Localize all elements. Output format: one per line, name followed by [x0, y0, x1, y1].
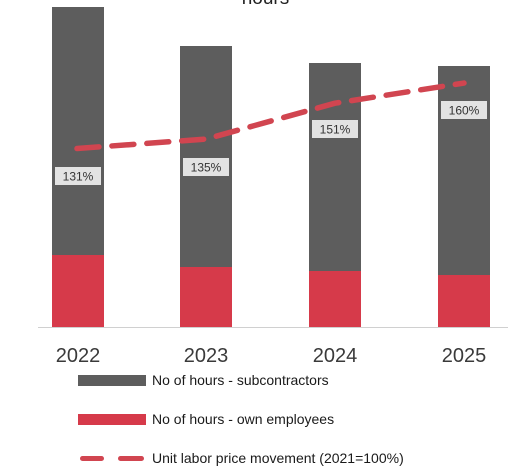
bars-group — [52, 7, 490, 327]
bar-subcontractors-2022 — [52, 7, 104, 255]
x-tick-2024: 2024 — [313, 345, 358, 367]
data-label-2025: 160% — [449, 104, 480, 118]
x-tick-2023: 2023 — [184, 345, 229, 367]
bar-own-employees-2023 — [180, 267, 232, 327]
legend-label-subcontractors: No of hours - subcontractors — [152, 372, 329, 388]
legend-item-price-movement: Unit labor price movement (2021=100%) — [78, 448, 404, 468]
data-label-2023: 135% — [191, 161, 222, 175]
data-labels-group: 131% 135% 151% 160% — [55, 101, 487, 185]
bar-own-employees-2024 — [309, 271, 361, 327]
bar-own-employees-2022 — [52, 255, 104, 327]
price-line-group — [74, 80, 467, 152]
bar-subcontractors-2025 — [438, 66, 490, 275]
bar-subcontractors-2024 — [309, 63, 361, 271]
data-label-2022: 131% — [63, 170, 94, 184]
data-label-box-2023 — [183, 158, 229, 176]
data-label-box-2025 — [441, 101, 487, 119]
bar-own-employees-2025 — [438, 275, 490, 327]
legend-swatch-price-movement — [78, 453, 146, 464]
x-tick-2022: 2022 — [56, 345, 101, 367]
legend-swatch-subcontractors — [78, 374, 146, 386]
legend-item-own-employees: No of hours - own employees — [78, 409, 404, 429]
legend-swatch-own-employees — [78, 413, 146, 425]
price-movement-line — [74, 80, 467, 152]
legend-label-price-movement: Unit labor price movement (2021=100%) — [152, 450, 404, 466]
legend-item-subcontractors: No of hours - subcontractors — [78, 370, 404, 390]
data-label-box-2024 — [312, 120, 358, 138]
legend: No of hours - subcontractors No of hours… — [78, 370, 404, 468]
data-label-box-2022 — [55, 167, 101, 185]
legend-label-own-employees: No of hours - own employees — [152, 411, 335, 427]
bar-subcontractors-2023 — [180, 46, 232, 267]
data-label-2024: 151% — [320, 123, 351, 137]
chart-canvas: 131% 135% 151% 160% 2022 2023 2024 2025 — [38, 7, 508, 367]
x-ticks-group: 2022 2023 2024 2025 — [56, 345, 487, 367]
chart-title-fragment: hours — [0, 0, 531, 10]
x-tick-2025: 2025 — [442, 345, 487, 367]
